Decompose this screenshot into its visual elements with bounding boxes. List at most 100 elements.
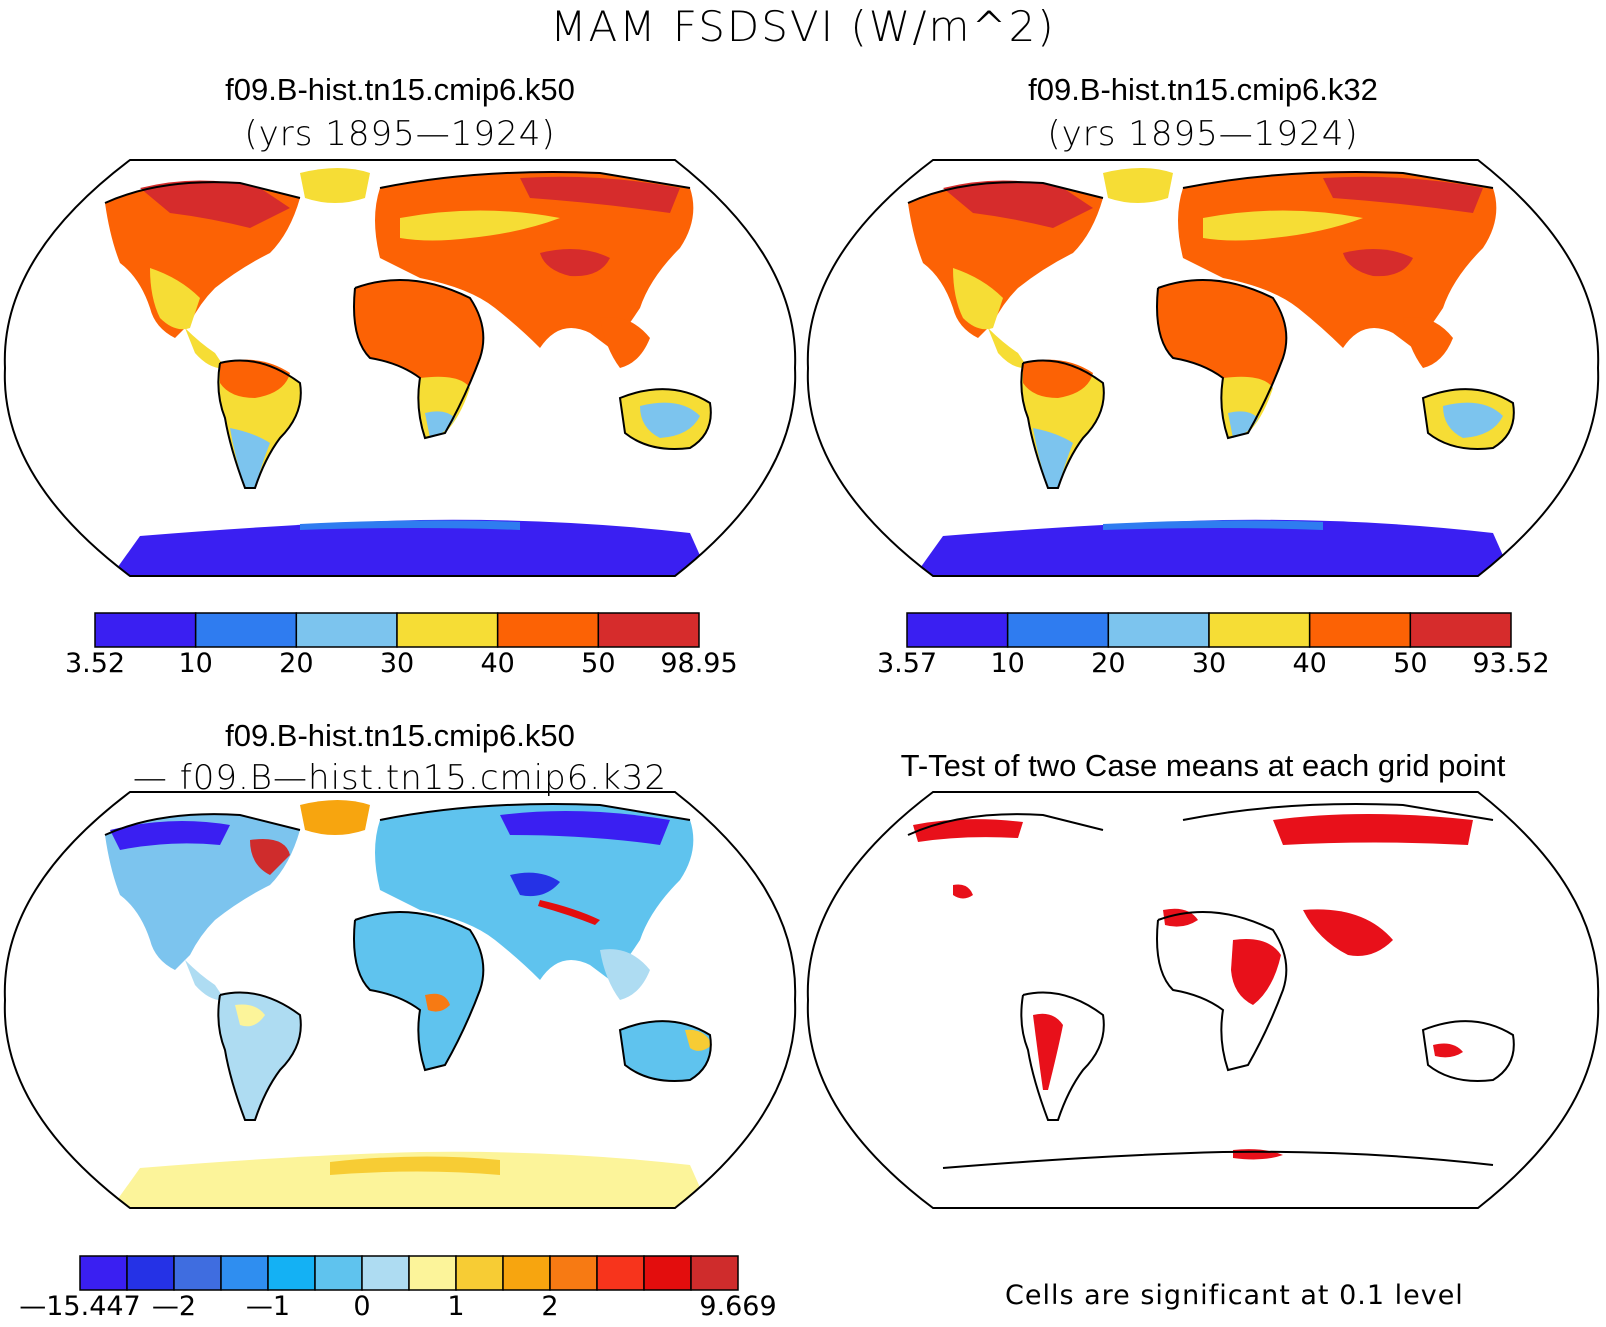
central-america-land bbox=[988, 328, 1028, 369]
colorbar-tick-label: —15.447 bbox=[19, 1291, 141, 1322]
antarctica-edge bbox=[300, 520, 520, 530]
colorbar-box bbox=[549, 1255, 598, 1291]
colorbar-box bbox=[502, 1255, 551, 1291]
tibet-red bbox=[540, 249, 610, 277]
panel-4-title: T-Test of two Case means at each grid po… bbox=[900, 748, 1506, 783]
significant-antarctica bbox=[1233, 1149, 1283, 1160]
greenland-land bbox=[300, 168, 370, 203]
coastline-outline bbox=[104, 803, 712, 1121]
colorbar-box bbox=[396, 612, 499, 648]
panel-1-subtitle: (yrs 1895—1924) bbox=[244, 114, 556, 154]
south-america-north bbox=[220, 359, 290, 398]
central-america-land bbox=[185, 960, 225, 1001]
colorbar-box bbox=[94, 612, 197, 648]
coastline-outline bbox=[907, 171, 1515, 489]
colorbar-case-1: 3.52 10 20 30 40 50 98.95 bbox=[65, 612, 738, 679]
quebec-positive bbox=[250, 839, 290, 875]
colorbar-tick-label: 20 bbox=[1091, 648, 1126, 679]
colorbar-box bbox=[295, 612, 398, 648]
colorbar-box bbox=[1208, 612, 1311, 648]
colorbar-box bbox=[126, 1255, 175, 1291]
colorbar-tick-label: 10 bbox=[178, 648, 213, 679]
colorbar-tick-label: 2 bbox=[541, 1291, 559, 1322]
colorbar-box bbox=[906, 612, 1009, 648]
colorbar-tick-label: 1 bbox=[447, 1291, 465, 1322]
colorbar-tick-label: 50 bbox=[581, 648, 616, 679]
significant-south-america bbox=[1033, 1013, 1063, 1090]
central-america-land bbox=[185, 328, 225, 369]
colorbar-tick-label: 40 bbox=[1292, 648, 1327, 679]
map-ttest bbox=[806, 791, 1600, 1209]
north-america-south bbox=[150, 268, 200, 330]
significant-india bbox=[1303, 909, 1393, 956]
tibet-red bbox=[1343, 249, 1413, 277]
map-border bbox=[806, 791, 1600, 1209]
australia-interior bbox=[640, 402, 700, 438]
colorbar-box bbox=[314, 1255, 363, 1291]
colorbar-box bbox=[220, 1255, 269, 1291]
antarctica-land bbox=[110, 1151, 710, 1208]
map-border bbox=[806, 159, 1600, 577]
colorbar-difference: —15.447 —2 —1 0 1 2 9.669 bbox=[19, 1255, 777, 1322]
antarctica-edge bbox=[1103, 520, 1323, 530]
himalaya-positive bbox=[538, 900, 600, 925]
africa-positive bbox=[425, 993, 450, 1012]
africa-land bbox=[354, 912, 484, 1070]
colorbar-tick-label: 20 bbox=[279, 648, 314, 679]
colorbar-box bbox=[267, 1255, 316, 1291]
canada-negative bbox=[110, 821, 230, 850]
colorbar-tick-label: —1 bbox=[245, 1291, 291, 1322]
antarctica-land bbox=[110, 519, 710, 576]
south-america-south bbox=[1033, 428, 1073, 488]
colorbar-box bbox=[79, 1255, 128, 1291]
colorbar-box bbox=[1308, 612, 1412, 648]
colorbar-box bbox=[643, 1255, 692, 1291]
southeast-asia-land bbox=[1403, 317, 1453, 368]
colorbar-box bbox=[690, 1255, 739, 1291]
north-america-north bbox=[140, 180, 290, 228]
south-america-land bbox=[218, 992, 301, 1120]
map-border bbox=[3, 791, 797, 1209]
colorbar-case-2-boxes bbox=[906, 612, 1512, 648]
colorbar-box bbox=[173, 1255, 222, 1291]
antarctica-land bbox=[913, 519, 1513, 576]
panel-1-title: f09.B-hist.tn15.cmip6.k50 bbox=[225, 72, 575, 107]
significant-east-africa bbox=[1231, 939, 1281, 1005]
australia-interior bbox=[1443, 402, 1503, 438]
panel-3-title: f09.B-hist.tn15.cmip6.k50 bbox=[225, 718, 575, 753]
africa-tip bbox=[1228, 411, 1258, 438]
siberia-negative bbox=[500, 811, 670, 845]
figure-title: MAM FSDSVI (W/m^2) bbox=[550, 2, 1056, 51]
australia-outline bbox=[1423, 1021, 1514, 1081]
north-america-north bbox=[943, 180, 1093, 228]
colorbar-box bbox=[1006, 612, 1110, 648]
colorbar-box bbox=[1107, 612, 1210, 648]
colorbar-tick-label: —2 bbox=[151, 1291, 197, 1322]
antarctica-patch bbox=[330, 1156, 500, 1175]
colorbar-box bbox=[1409, 612, 1512, 648]
significant-siberia bbox=[1273, 814, 1473, 845]
greenland-land bbox=[300, 800, 370, 835]
siberia-red bbox=[520, 176, 680, 213]
colorbar-tick-label: 30 bbox=[379, 648, 415, 679]
colorbar-box bbox=[194, 612, 298, 648]
colorbar-tick-label: 3.57 bbox=[876, 648, 938, 679]
colorbar-box bbox=[361, 1255, 410, 1291]
colorbar-tick-label: 10 bbox=[990, 648, 1025, 679]
colorbar-case-1-boxes bbox=[94, 612, 700, 648]
southeast-asia-land bbox=[600, 317, 650, 368]
map-case-2 bbox=[806, 159, 1600, 577]
coastline-outline bbox=[907, 803, 1515, 1169]
significance-note: Cells are significant at 0.1 level bbox=[1005, 1280, 1464, 1311]
southeast-asia-land bbox=[600, 949, 650, 1000]
colorbar-difference-boxes bbox=[79, 1255, 739, 1291]
colorbar-tick-label: 0 bbox=[353, 1291, 371, 1322]
panel-2-subtitle: (yrs 1895—1924) bbox=[1047, 114, 1359, 154]
south-america-south bbox=[230, 428, 270, 488]
colorbar-box bbox=[408, 1255, 457, 1291]
colorbar-box bbox=[496, 612, 600, 648]
significant-canada bbox=[913, 819, 1023, 842]
coastline-outline bbox=[104, 171, 712, 489]
panel-2-title: f09.B-hist.tn15.cmip6.k32 bbox=[1028, 72, 1378, 107]
map-border bbox=[3, 159, 797, 577]
